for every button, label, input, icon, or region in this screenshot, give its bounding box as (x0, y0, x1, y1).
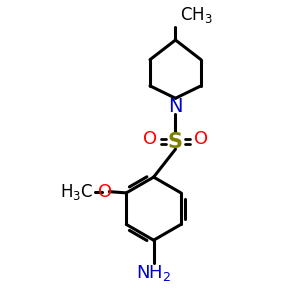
Text: O: O (143, 130, 157, 148)
Text: CH$_3$: CH$_3$ (180, 4, 213, 25)
Text: S: S (168, 132, 183, 152)
Text: H$_3$C: H$_3$C (60, 182, 94, 202)
Text: O: O (194, 130, 208, 148)
Text: N: N (168, 97, 183, 116)
Text: O: O (98, 183, 112, 201)
Text: NH$_2$: NH$_2$ (136, 263, 171, 283)
